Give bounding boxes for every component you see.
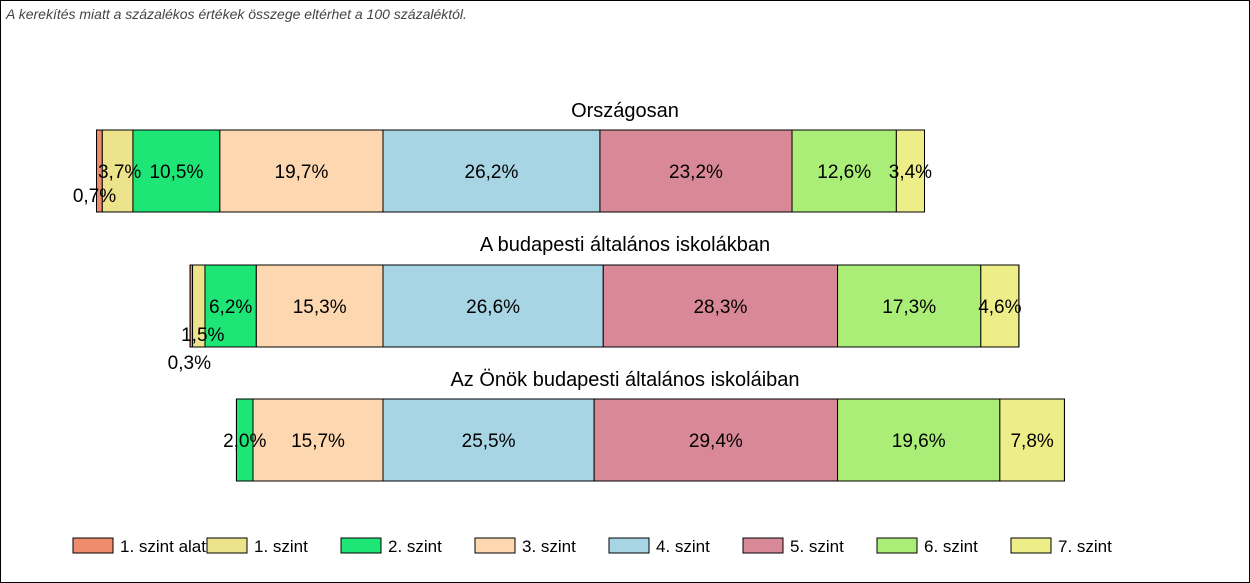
legend-label-7: 7. szint bbox=[1058, 537, 1112, 556]
bar-segment-1-level-1 bbox=[101, 129, 134, 213]
legend-label-0: 1. szint alatti bbox=[120, 537, 215, 556]
bar-segment-3-level-3 bbox=[252, 398, 384, 482]
data-label-2-level-4: 26,6% bbox=[466, 297, 520, 318]
legend-label-5: 5. szint bbox=[790, 537, 844, 556]
bar-outline-3 bbox=[235, 398, 1065, 482]
bar-segment-3-level-7 bbox=[999, 398, 1065, 482]
legend-label-1: 1. szint bbox=[254, 537, 308, 556]
data-label-1-level-1: 3,7% bbox=[98, 162, 141, 183]
data-label-3-level-4: 25,5% bbox=[462, 431, 516, 452]
bar-segment-1-level-4 bbox=[382, 129, 601, 213]
chart-title-1: Országosan bbox=[571, 100, 679, 122]
legend-swatch-6 bbox=[876, 537, 918, 554]
data-label-2-level-0: 0,3% bbox=[168, 353, 211, 374]
data-label-3-level-6: 19,6% bbox=[892, 431, 946, 452]
data-label-3-level-3: 15,7% bbox=[291, 431, 345, 452]
bar-segment-1-level-3 bbox=[219, 129, 384, 213]
chart-title-2: A budapesti általános iskolákban bbox=[480, 234, 770, 256]
bar-group-1: Országosan 0,7% 3,7% 10,5% 19,7% 26,2% 23,2% 12… bbox=[73, 100, 932, 213]
legend-label-3: 3. szint bbox=[522, 537, 576, 556]
data-label-1-level-2: 10,5% bbox=[149, 162, 203, 183]
data-label-2-level-2: 6,2% bbox=[209, 297, 252, 318]
data-label-2-level-3: 15,3% bbox=[293, 297, 347, 318]
bar-segment-3-level-6 bbox=[837, 398, 1001, 482]
data-label-3-level-7: 7,8% bbox=[1010, 431, 1053, 452]
bar-segment-3-level-5 bbox=[593, 398, 839, 482]
data-label-1-level-0: 0,7% bbox=[73, 186, 116, 207]
legend-label-4: 4. szint bbox=[656, 537, 710, 556]
bar-group-2: A budapesti általános iskolákban 0,3% 1,5%… bbox=[168, 234, 1022, 374]
legend-swatch-5 bbox=[742, 537, 784, 554]
bar-segment-2-level-3 bbox=[255, 264, 384, 348]
bar-outline-2 bbox=[189, 264, 1020, 348]
data-label-2-level-5: 28,3% bbox=[693, 297, 747, 318]
data-label-1-level-4: 26,2% bbox=[465, 162, 519, 183]
legend-swatch-3 bbox=[474, 537, 516, 554]
data-label-2-level-1: 1,5% bbox=[181, 325, 224, 346]
rounding-note: A kerekítés miatt a százalékos értékek ö… bbox=[6, 6, 467, 22]
data-label-1-level-3: 19,7% bbox=[275, 162, 329, 183]
data-label-2-level-6: 17,3% bbox=[882, 297, 936, 318]
legend: 1. szint alatti 1. szint 2. szint 3. szint 4… bbox=[72, 537, 1112, 556]
data-label-1-level-6: 12,6% bbox=[817, 162, 871, 183]
legend-swatch-2 bbox=[340, 537, 382, 554]
data-label-1-level-5: 23,2% bbox=[669, 162, 723, 183]
bar-outline-1 bbox=[96, 129, 926, 213]
data-label-3-level-5: 29,4% bbox=[689, 431, 743, 452]
data-label-1-level-7: 3,4% bbox=[889, 162, 932, 183]
bar-segment-3-level-4 bbox=[382, 398, 595, 482]
legend-label-2: 2. szint bbox=[388, 537, 442, 556]
legend-swatch-0 bbox=[72, 537, 114, 554]
bar-segment-2-level-2 bbox=[204, 264, 257, 348]
legend-swatch-4 bbox=[608, 537, 650, 554]
chart-title-3: Az Önök budapesti általános iskoláiban bbox=[450, 369, 799, 391]
data-label-3-level-2: 2,0% bbox=[223, 431, 266, 452]
bar-segment-2-level-6 bbox=[837, 264, 982, 348]
data-label-2-level-7: 4,6% bbox=[978, 297, 1021, 318]
legend-label-6: 6. szint bbox=[924, 537, 978, 556]
legend-swatch-1 bbox=[206, 537, 248, 554]
bar-segment-2-level-4 bbox=[382, 264, 604, 348]
legend-swatch-7 bbox=[1010, 537, 1052, 554]
bar-group-3: Az Önök budapesti általános iskoláiban 2,… bbox=[223, 369, 1065, 482]
